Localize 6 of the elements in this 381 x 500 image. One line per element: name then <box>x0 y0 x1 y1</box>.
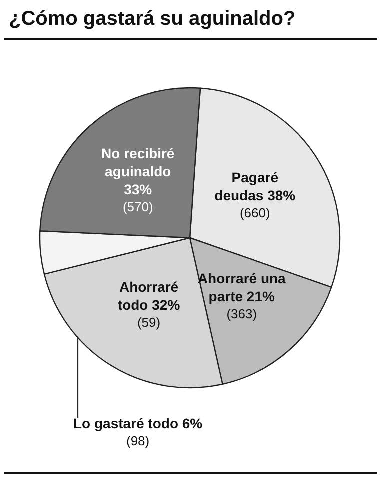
chart-title: ¿Cómo gastará su aguinaldo? <box>9 8 296 30</box>
slice-label: Ahorraré todo 32% (59) <box>118 278 181 330</box>
slice-label: Lo gastaré todo 6% (98) <box>73 416 204 448</box>
slice-label: Pagaré deudas 38% (660) <box>214 170 296 221</box>
data-label: 33% (570) <box>122 181 154 214</box>
slice-label: No recibiré aguinaldo <box>102 145 175 180</box>
